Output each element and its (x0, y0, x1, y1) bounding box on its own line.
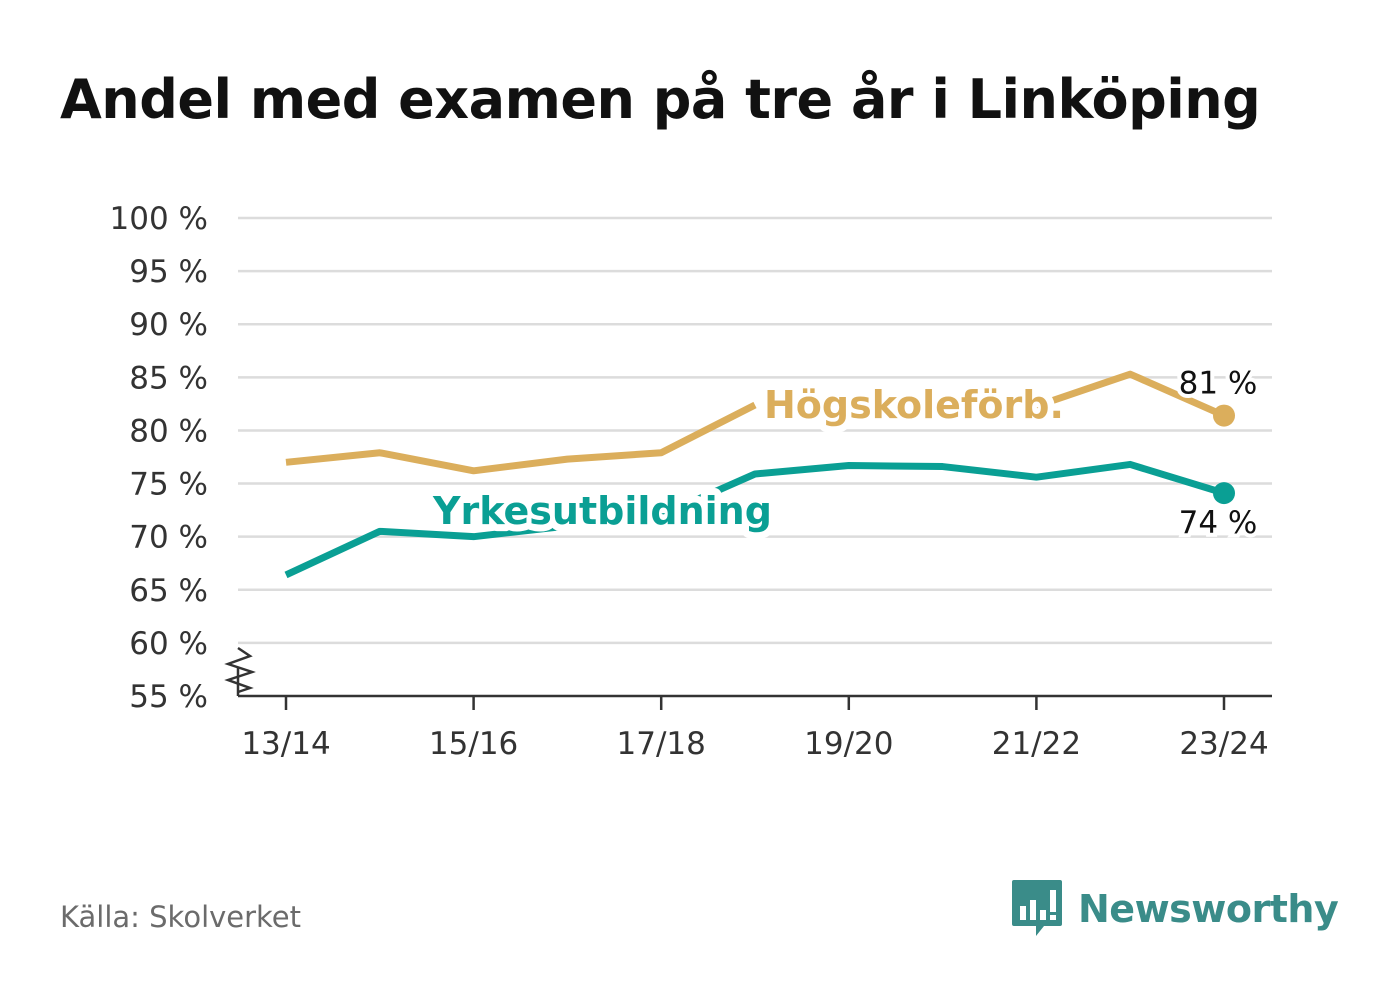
gridlines (238, 216, 1272, 645)
x-tick-label: 15/16 (429, 726, 518, 762)
y-tick-label: 65 % (129, 573, 208, 609)
y-tick-label: 60 % (129, 626, 208, 662)
x-tick-label: 13/14 (241, 726, 330, 762)
series-end-point (1213, 482, 1235, 505)
y-tick-label: 80 % (129, 413, 208, 449)
series-line (285, 401, 757, 475)
source-note: Källa: Skolverket (60, 900, 302, 934)
bar-chart-bubble-icon (1012, 880, 1062, 936)
y-tick-label: 70 % (129, 520, 208, 556)
line-chart: 55 % 60 % 65 % 70 % 75 % 80 % 85 % 90 % 95 % 100 … (110, 201, 1272, 762)
brand-name: Newsworthy (1078, 887, 1339, 931)
series-line (284, 460, 1226, 579)
series-end-point (1213, 404, 1235, 427)
x-tick-label: 17/18 (617, 726, 706, 762)
y-tick-label: 100 % (110, 201, 208, 237)
y-tick-label: 90 % (129, 307, 208, 343)
chart-title: Andel med examen på tre år i Linköping (60, 68, 1261, 131)
y-tick-label: 55 % (129, 679, 208, 715)
x-tick-label: 21/22 (992, 726, 1081, 762)
y-tick-label: 75 % (129, 467, 208, 503)
brand-logo: Newsworthy (1010, 878, 1339, 940)
series-end-label: 81 % (1179, 366, 1258, 402)
y-axis-tick-labels: 55 % 60 % 65 % 70 % 75 % 80 % 85 % 90 % 95 % 100 … (110, 201, 208, 715)
axes (224, 646, 1272, 698)
x-tick-label: 23/24 (1179, 726, 1268, 762)
series-lines (284, 370, 1235, 579)
series-name-label: Högskoleförb. (764, 383, 1064, 427)
series-line (1035, 370, 1226, 419)
axis-break-symbol (224, 646, 256, 694)
y-tick-label: 95 % (129, 254, 208, 290)
series-name-label: Yrkesutbildning (432, 489, 772, 533)
y-tick-label: 85 % (129, 360, 208, 396)
series-labels: 81 % 74 % Högskoleförb. Yrkesutbildning (425, 362, 1261, 546)
x-tick-label: 19/20 (804, 726, 893, 762)
series-end-label: 74 % (1179, 505, 1258, 541)
x-axis-tick-labels: 13/14 15/16 17/18 19/20 21/22 23/24 (241, 696, 1269, 762)
